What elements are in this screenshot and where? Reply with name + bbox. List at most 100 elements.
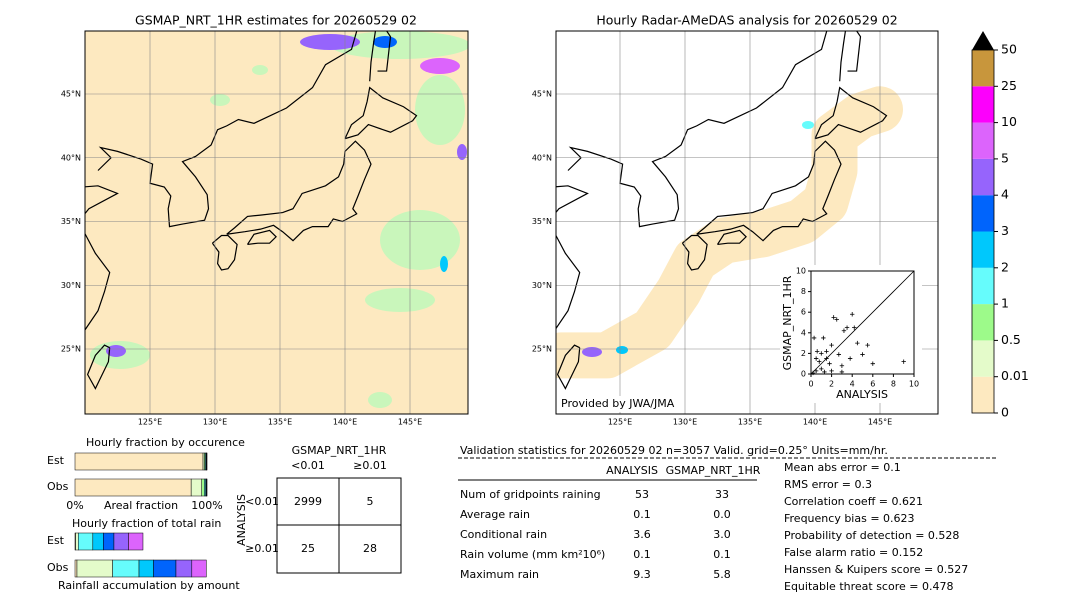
col-header: GSMAP_NRT_1HR — [666, 464, 761, 477]
scatter-point — [819, 366, 824, 372]
colorbar-label: 3 — [1001, 223, 1009, 238]
row-label: Est — [47, 454, 65, 467]
y-tick-label: 8 — [801, 287, 806, 296]
coastline — [85, 185, 119, 332]
score: Probability of detection = 0.528 — [784, 529, 959, 542]
scatter-point — [834, 317, 839, 322]
score: Mean abs error = 0.1 — [784, 461, 901, 474]
lat-label: 45°N — [61, 90, 81, 99]
table-cell: 3.0 — [713, 528, 731, 541]
scatter-point — [841, 328, 847, 333]
scatter-point — [865, 342, 870, 348]
panel-title: Hourly fraction of total rain — [72, 517, 221, 530]
table-cell: 0.1 — [633, 508, 651, 521]
table-cell: 0.1 — [713, 548, 731, 561]
table-cell: 0.1 — [633, 548, 651, 561]
fraction-segment — [153, 559, 177, 578]
score: False alarm ratio = 0.152 — [784, 546, 923, 559]
row-label: Conditional rain — [460, 528, 547, 541]
scatter-point — [808, 371, 814, 377]
fraction-segment — [191, 559, 207, 578]
scatter-point — [847, 356, 853, 361]
fraction-segment — [112, 559, 140, 578]
score: Frequency bias = 0.623 — [784, 512, 915, 525]
fraction-segment — [103, 532, 115, 551]
lon-label: 130°E — [673, 418, 697, 427]
table-cell: 5.8 — [713, 568, 731, 581]
scatter-frame — [810, 270, 915, 375]
row-label: Obs — [47, 480, 69, 493]
fraction-segment — [74, 478, 192, 497]
lat-label: 25°N — [61, 345, 81, 354]
y-tick-label: 6 — [801, 308, 806, 317]
lon-label: 135°E — [738, 418, 762, 427]
lat-label: 40°N — [532, 153, 552, 162]
scatter-point — [839, 369, 845, 375]
lon-label: 125°E — [608, 418, 632, 427]
x-tick-label: 10 — [909, 380, 919, 389]
table-cell: 9.3 — [633, 568, 651, 581]
lat-label: 25°N — [532, 345, 552, 354]
panel-title: Hourly fraction by occurence — [86, 436, 245, 449]
scatter-point — [814, 349, 820, 354]
coastline — [246, 229, 277, 246]
lon-label: 130°E — [203, 418, 227, 427]
coastline — [814, 86, 888, 140]
colorbar-extend — [972, 31, 994, 50]
scatter-point — [829, 368, 834, 374]
scatter-point — [810, 370, 816, 376]
scatter-point — [844, 325, 850, 330]
fraction-segment — [75, 532, 79, 551]
scatter-point — [819, 351, 824, 356]
colorbar-segment — [972, 231, 994, 268]
map-title: Hourly Radar-AMeDAS analysis for 2026052… — [596, 13, 897, 28]
coastline — [716, 229, 747, 246]
row-label: <0.01 — [245, 495, 279, 508]
y-tick-label: 0 — [801, 370, 806, 379]
fraction-segment — [201, 478, 205, 497]
table-cell: 25 — [301, 542, 315, 555]
score: RMS error = 0.3 — [784, 478, 872, 491]
colorbar-label: 1 — [1001, 296, 1009, 311]
x-axis-label: Areal fraction — [104, 499, 178, 512]
row-label: Obs — [47, 561, 69, 574]
lon-label: 135°E — [268, 418, 292, 427]
lon-label: 145°E — [398, 418, 422, 427]
fraction-segment — [92, 532, 104, 551]
coastline — [97, 31, 358, 228]
lon-label: 140°E — [803, 418, 827, 427]
y-tick-label: 2 — [801, 349, 806, 358]
colorbar-segment — [972, 304, 994, 341]
scatter-point — [829, 342, 834, 348]
col-label: ≥0.01 — [353, 459, 387, 472]
scatter-point — [813, 356, 819, 361]
lon-label: 125°E — [138, 418, 162, 427]
fraction-segment — [138, 559, 154, 578]
credit-bg — [558, 396, 678, 412]
map-title: GSMAP_NRT_1HR estimates for 20260529 02 — [135, 13, 417, 28]
scatter-point — [813, 368, 819, 374]
colorbar-segment — [972, 50, 994, 87]
diagonal — [810, 270, 915, 375]
colorbar-label: 10 — [1001, 114, 1017, 129]
x-axis-label: Rainfall accumulation by amount — [58, 579, 240, 592]
analysis-domain — [556, 86, 903, 379]
coastline — [344, 86, 418, 140]
coastline — [369, 31, 392, 82]
scatter-point — [824, 349, 829, 354]
x-tick-label: 8 — [891, 380, 896, 389]
colorbar-segment — [972, 340, 994, 377]
colorbar-segment — [972, 122, 994, 159]
colorbar-label: 4 — [1001, 187, 1009, 202]
credit: Provided by JWA/JMA — [561, 397, 675, 410]
coastline — [226, 140, 372, 242]
y-axis-label: GSMAP_NRT_1HR — [781, 275, 794, 370]
table-title: ANALYSIS — [235, 494, 248, 546]
scatter-point — [870, 361, 875, 366]
stats-header: Validation statistics for 20260529 02 n=… — [460, 444, 888, 457]
lat-label: 45°N — [532, 90, 552, 99]
coastline — [567, 31, 828, 228]
lat-label: 35°N — [61, 217, 81, 226]
colorbar-label: 0.5 — [1001, 332, 1021, 347]
